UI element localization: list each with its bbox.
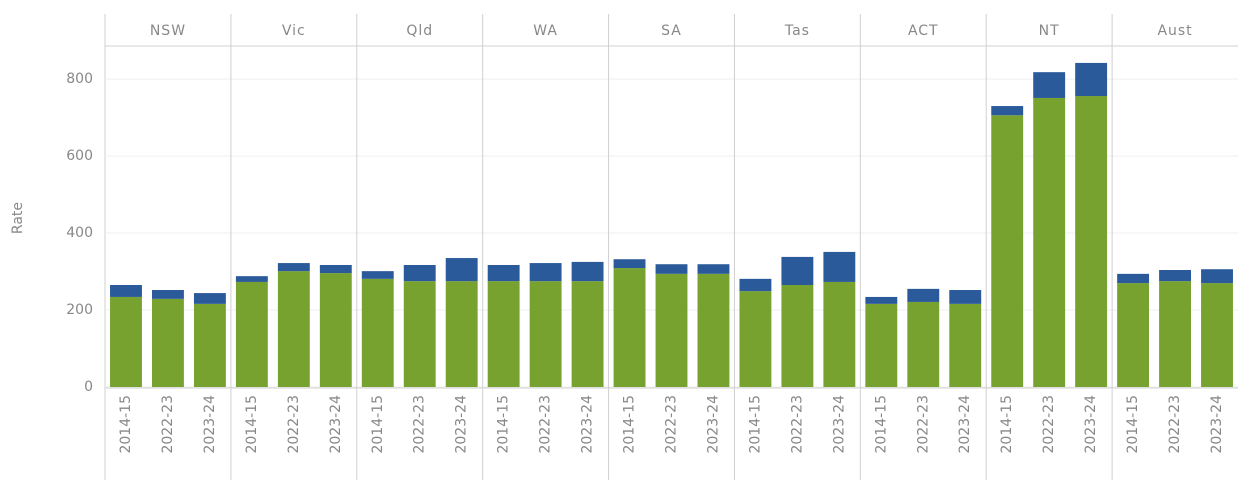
bar-segment <box>655 273 688 387</box>
bar-segment <box>110 285 142 297</box>
y-axis-label: Rate <box>10 202 26 234</box>
bar-segment <box>739 291 772 387</box>
x-tick-label: 2014-15 <box>747 395 763 454</box>
bar-segment <box>991 115 1024 387</box>
bar-segment <box>529 263 562 282</box>
bar-segment <box>1117 283 1150 387</box>
bar-segment <box>823 251 856 282</box>
x-tick-label: 2014-15 <box>370 395 386 454</box>
y-tick-label: 600 <box>66 148 93 164</box>
panel-label: NT <box>1039 23 1060 39</box>
bar-segment <box>319 264 352 274</box>
bar-segment <box>781 285 814 387</box>
bar-segment <box>1075 96 1108 387</box>
bar-segment <box>613 268 646 387</box>
x-tick-label: 2023-24 <box>202 395 218 454</box>
x-tick-label: 2022-23 <box>412 395 428 454</box>
bar-segment <box>445 281 478 387</box>
bar-segment <box>949 290 982 304</box>
bar-segment <box>1201 283 1233 387</box>
x-tick-label: 2014-15 <box>622 395 638 454</box>
bar-segment <box>1159 269 1192 282</box>
bar-segment <box>151 290 184 299</box>
x-tick-label: 2022-23 <box>915 395 931 454</box>
x-tick-label: 2023-24 <box>454 395 470 454</box>
y-tick-label: 0 <box>84 379 93 395</box>
x-tick-label: 2022-23 <box>1041 395 1057 454</box>
bar-segment <box>1075 62 1108 97</box>
x-tick-label: 2022-23 <box>789 395 805 454</box>
bar-segment <box>1117 273 1150 284</box>
x-tick-label: 2022-23 <box>160 395 176 454</box>
bar-segment <box>529 281 562 387</box>
bar-segment <box>193 293 226 304</box>
x-tick-label: 2022-23 <box>664 395 680 454</box>
x-tick-label: 2014-15 <box>244 395 260 454</box>
bar-segment <box>697 273 730 387</box>
x-tick-label: 2023-24 <box>580 395 596 454</box>
bar-segment <box>361 271 394 279</box>
bar-segment <box>613 259 646 269</box>
bar-segment <box>907 301 940 387</box>
panel-label: Tas <box>784 23 810 39</box>
x-tick-label: 2023-24 <box>328 395 344 454</box>
bar-segment <box>697 264 730 274</box>
x-tick-label: 2022-23 <box>286 395 302 454</box>
bar-segment <box>487 281 520 387</box>
x-tick-label: 2023-24 <box>705 395 721 454</box>
panel-label: ACT <box>908 23 939 39</box>
x-tick-label: 2014-15 <box>496 395 512 454</box>
bar-segment <box>277 271 310 387</box>
bar-segment <box>571 261 604 282</box>
panel-label: NSW <box>150 23 186 39</box>
bar-segment <box>277 263 310 272</box>
x-tick-label: 2014-15 <box>999 395 1015 454</box>
bar-segment <box>1159 281 1192 387</box>
bar-segment <box>781 256 814 286</box>
bar-segment <box>823 281 856 387</box>
x-tick-label: 2023-24 <box>831 395 847 454</box>
bar-segment <box>403 281 436 387</box>
bar-segment <box>319 273 352 387</box>
bar-segment <box>151 298 184 387</box>
bar-segment <box>445 258 478 282</box>
bar-segment <box>487 264 520 282</box>
x-tick-label: 2014-15 <box>873 395 889 454</box>
panel-label: Aust <box>1157 23 1192 39</box>
x-tick-label: 2023-24 <box>1083 395 1099 454</box>
bar-segment <box>110 296 142 387</box>
y-tick-label: 800 <box>66 71 93 87</box>
panel-label: WA <box>533 23 558 39</box>
bar-segment <box>403 264 436 282</box>
bar-segment <box>949 303 982 387</box>
bar-segment <box>907 288 940 302</box>
panel-label: SA <box>661 23 682 39</box>
bar-segment <box>655 264 688 274</box>
bar-segment <box>991 106 1024 116</box>
bar-segment <box>865 303 898 387</box>
panel-label: Vic <box>282 23 306 39</box>
panel-label: Qld <box>406 23 433 39</box>
y-tick-label: 200 <box>66 302 93 318</box>
x-tick-label: 2022-23 <box>1167 395 1183 454</box>
x-tick-label: 2022-23 <box>538 395 554 454</box>
bar-segment <box>1033 72 1066 98</box>
bar-segment <box>571 281 604 387</box>
bar-segment <box>865 296 898 304</box>
bar-segment <box>235 281 268 387</box>
x-tick-label: 2023-24 <box>957 395 973 454</box>
x-tick-label: 2014-15 <box>1125 395 1141 454</box>
bar-segment <box>1201 269 1233 284</box>
y-tick-label: 400 <box>66 225 93 241</box>
x-tick-label: 2014-15 <box>118 395 134 454</box>
bar-segment <box>361 278 394 387</box>
bar-segment <box>235 276 268 282</box>
x-tick-label: 2023-24 <box>1209 395 1225 454</box>
bar-segment <box>739 278 772 292</box>
bar-segment <box>1033 97 1066 387</box>
bar-segment <box>193 303 226 387</box>
